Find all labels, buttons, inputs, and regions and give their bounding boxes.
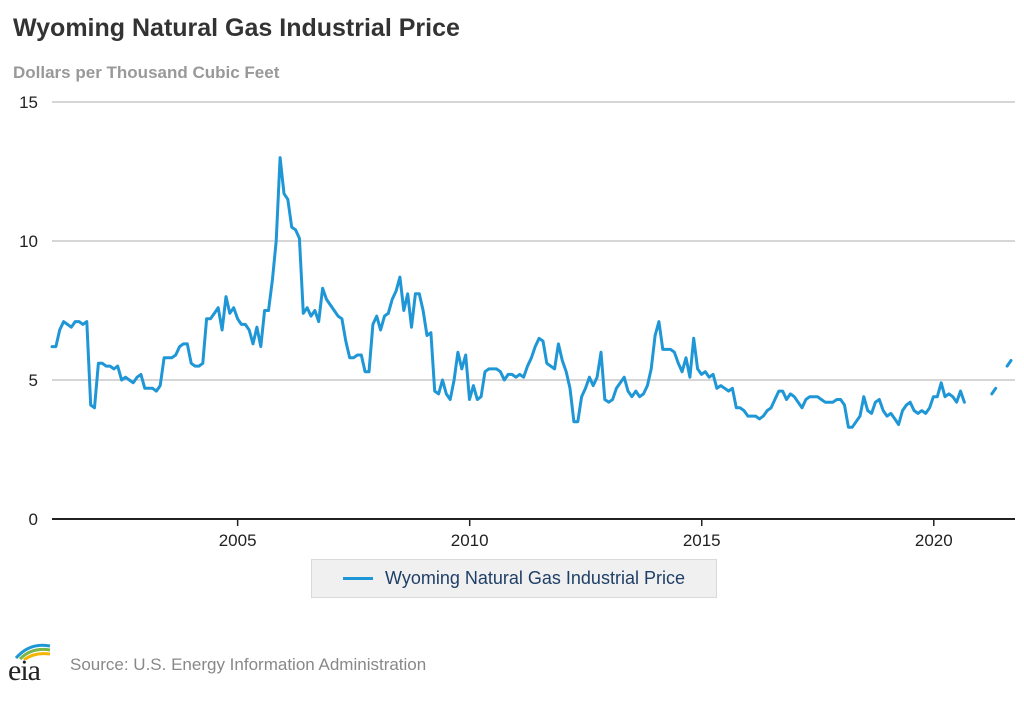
y-tick-label: 0 bbox=[29, 510, 38, 529]
legend[interactable]: Wyoming Natural Gas Industrial Price bbox=[311, 559, 717, 598]
grid-lines bbox=[52, 101, 1015, 381]
x-axis-ticks: 2005 2010 2015 2020 bbox=[219, 519, 953, 550]
x-tick-label: 2005 bbox=[219, 531, 257, 550]
y-tick-label: 15 bbox=[19, 93, 38, 112]
chart-subtitle: Dollars per Thousand Cubic Feet bbox=[13, 63, 280, 82]
eia-logo-arcs-icon bbox=[14, 643, 51, 660]
eia-logo-text: eia bbox=[8, 654, 41, 687]
y-tick-label: 5 bbox=[29, 371, 38, 390]
series-line-segment-0[interactable] bbox=[50, 156, 966, 429]
series-line-segment-1[interactable] bbox=[990, 386, 998, 396]
source-note: Source: U.S. Energy Information Administ… bbox=[70, 655, 427, 674]
y-axis-ticks: 0 5 10 15 bbox=[19, 93, 38, 529]
y-tick-label: 10 bbox=[19, 232, 38, 251]
x-tick-label: 2015 bbox=[683, 531, 721, 550]
legend-swatch bbox=[343, 577, 374, 580]
x-tick-label: 2020 bbox=[915, 531, 953, 550]
x-tick-label: 2010 bbox=[451, 531, 489, 550]
chart-title: Wyoming Natural Gas Industrial Price bbox=[13, 14, 460, 42]
footer: eia Source: U.S. Energy Information Admi… bbox=[8, 640, 427, 687]
series-line-segment-2[interactable] bbox=[1005, 359, 1013, 368]
legend-label: Wyoming Natural Gas Industrial Price bbox=[385, 568, 685, 588]
eia-logo: eia bbox=[8, 640, 54, 687]
series-layer bbox=[50, 156, 1013, 429]
